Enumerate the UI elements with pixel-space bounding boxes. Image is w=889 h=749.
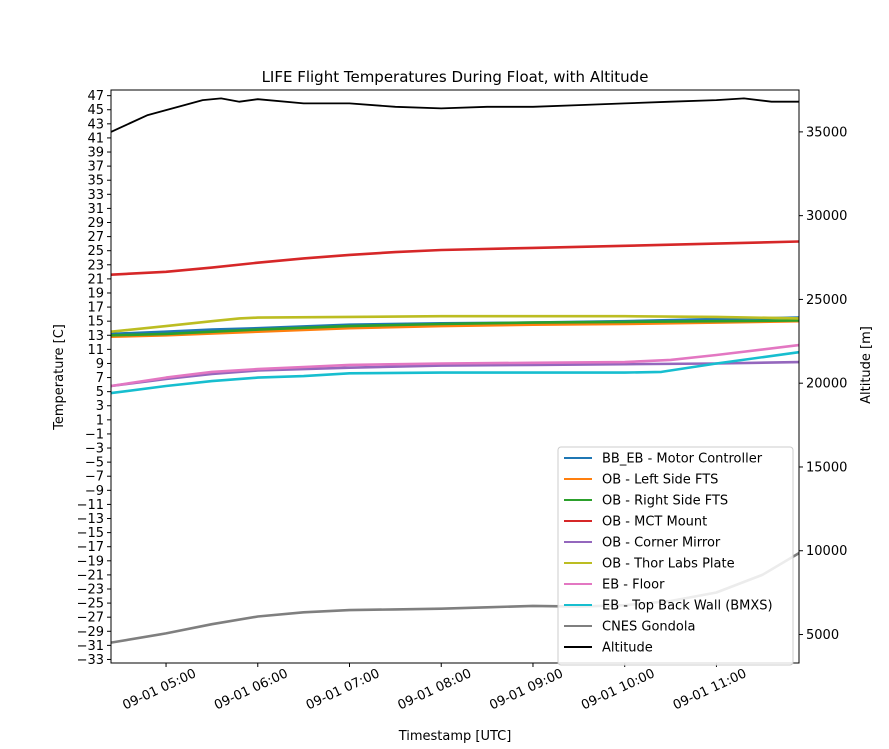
y-tick-label: −25	[77, 597, 104, 612]
y2-tick-label: 30000	[806, 209, 847, 224]
chart-title: LIFE Flight Temperatures During Float, w…	[262, 68, 649, 86]
y2-tick-label: 35000	[806, 125, 847, 140]
series-line-2	[110, 319, 800, 337]
y-tick-label: 5	[96, 385, 104, 400]
y-tick-label: 19	[87, 286, 104, 301]
legend-label: CNES Gondola	[602, 620, 695, 635]
y-tick-label: 11	[87, 343, 104, 358]
series-line-4	[110, 360, 800, 388]
y-tick-label: −15	[77, 526, 104, 541]
y-tick-label: 35	[87, 174, 104, 189]
y-tick-label: −11	[77, 498, 104, 513]
y2-tick-label: 20000	[806, 377, 847, 392]
series-line-9	[110, 97, 799, 133]
y-tick-label: 39	[87, 146, 104, 161]
y2-tick-label: 5000	[806, 628, 839, 643]
y-tick-label: 15	[87, 315, 104, 330]
legend-label: Altitude	[602, 641, 653, 656]
series-layer	[110, 97, 800, 644]
legend-label: BB_EB - Motor Controller	[602, 452, 763, 467]
y-tick-label: 13	[87, 329, 104, 344]
y-tick-label: −7	[85, 470, 104, 485]
y2-tick-label: 15000	[806, 460, 847, 475]
y-axis-left: 4745434139373533312927252321191715131197…	[77, 89, 111, 668]
y-tick-label: −13	[77, 512, 104, 527]
series-line-5	[110, 314, 800, 333]
y-tick-label: 25	[87, 244, 104, 259]
series-line-7	[110, 350, 800, 395]
y-tick-label: 21	[87, 272, 104, 287]
legend-box	[557, 446, 794, 666]
y2-tick-label: 25000	[806, 293, 847, 308]
y-tick-label: −23	[77, 582, 104, 597]
legend-label: OB - Right Side FTS	[602, 494, 728, 509]
plot-frame	[110, 89, 800, 664]
series-line-6	[110, 343, 800, 388]
y-tick-label: −19	[77, 554, 104, 569]
y-tick-label: −27	[77, 611, 104, 626]
y-tick-label: 9	[96, 357, 104, 372]
y-tick-label: −17	[77, 540, 104, 555]
legend-label: EB - Floor	[602, 578, 665, 593]
y-tick-label: 23	[87, 258, 104, 273]
y-tick-label: −31	[77, 639, 104, 654]
y-tick-label: 31	[87, 202, 104, 217]
y-tick-label: 43	[87, 117, 104, 132]
series-line-1	[110, 319, 800, 338]
y-tick-label: 45	[87, 103, 104, 118]
y-tick-label: 3	[96, 399, 104, 414]
legend-label: OB - Thor Labs Plate	[602, 557, 735, 572]
x-axis-label: Timestamp [UTC]	[398, 729, 512, 744]
y-tick-label: 29	[87, 216, 104, 231]
legend-label: OB - Corner Mirror	[602, 536, 721, 551]
legend: BB_EB - Motor Controller OB - Left Side F…	[557, 446, 794, 666]
y-tick-label: −5	[85, 456, 104, 471]
y-tick-label: 47	[87, 89, 104, 104]
y2-axis-label: Altitude [m]	[859, 326, 874, 404]
y-tick-label: −33	[77, 653, 104, 668]
y2-tick-label: 10000	[806, 544, 847, 559]
y-tick-label: −29	[77, 625, 104, 640]
y-axis-right: 5000 10000 15000 20000 25000 30000 35000	[799, 125, 847, 643]
y-tick-label: 17	[87, 301, 104, 316]
y-tick-label: 7	[96, 371, 104, 386]
y-tick-label: 37	[87, 160, 104, 175]
y-tick-label: 41	[87, 131, 104, 146]
legend-label: EB - Top Back Wall (BMXS)	[602, 599, 773, 614]
y-axis-label: Temperature [C]	[52, 324, 67, 431]
legend-label: OB - Left Side FTS	[602, 473, 718, 488]
y-tick-label: −1	[85, 427, 104, 442]
legend-label: OB - MCT Mount	[602, 515, 707, 530]
y-tick-label: 1	[96, 413, 104, 428]
series-line-3	[110, 240, 800, 276]
y-tick-label: 33	[87, 188, 104, 203]
y-tick-label: −3	[85, 442, 104, 457]
y-tick-label: −21	[77, 568, 104, 583]
y-tick-label: −9	[85, 484, 104, 499]
y-tick-label: 27	[87, 230, 104, 245]
